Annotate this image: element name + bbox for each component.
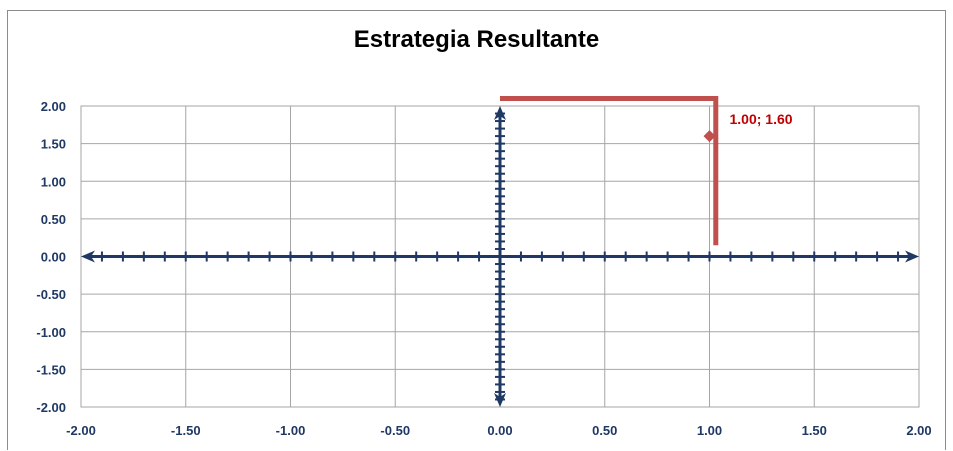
x-tick-label: -0.50 xyxy=(380,423,410,438)
chart-title: Estrategia Resultante xyxy=(353,26,600,53)
chart-frame xyxy=(7,10,946,450)
y-tick-label: -1.00 xyxy=(36,325,66,340)
y-tick-label: -1.50 xyxy=(36,362,66,377)
x-tick-label: 1.00 xyxy=(697,423,722,438)
y-tick-label: 2.00 xyxy=(41,99,66,114)
x-axis-arrow-right xyxy=(905,250,919,263)
x-tick-label: 1.50 xyxy=(802,423,827,438)
y-tick-label: 1.00 xyxy=(41,174,66,189)
y-tick-label: 0.50 xyxy=(41,212,66,227)
x-tick-label: 0.00 xyxy=(487,423,512,438)
data-label: 1.00; 1.60 xyxy=(730,111,793,127)
x-tick-label: 2.00 xyxy=(906,423,931,438)
data-point-marker xyxy=(703,130,716,143)
x-tick-label: -2.00 xyxy=(66,423,96,438)
y-tick-label: 1.50 xyxy=(41,137,66,152)
y-tick-label: -2.00 xyxy=(36,400,66,415)
y-tick-label: -0.50 xyxy=(36,287,66,302)
y-tick-label: 0.00 xyxy=(41,250,66,265)
x-tick-label: 0.50 xyxy=(592,423,617,438)
x-tick-label: -1.50 xyxy=(171,423,201,438)
x-tick-label: -1.00 xyxy=(276,423,306,438)
x-axis-arrow-left xyxy=(81,250,95,263)
series-line xyxy=(500,95,719,246)
